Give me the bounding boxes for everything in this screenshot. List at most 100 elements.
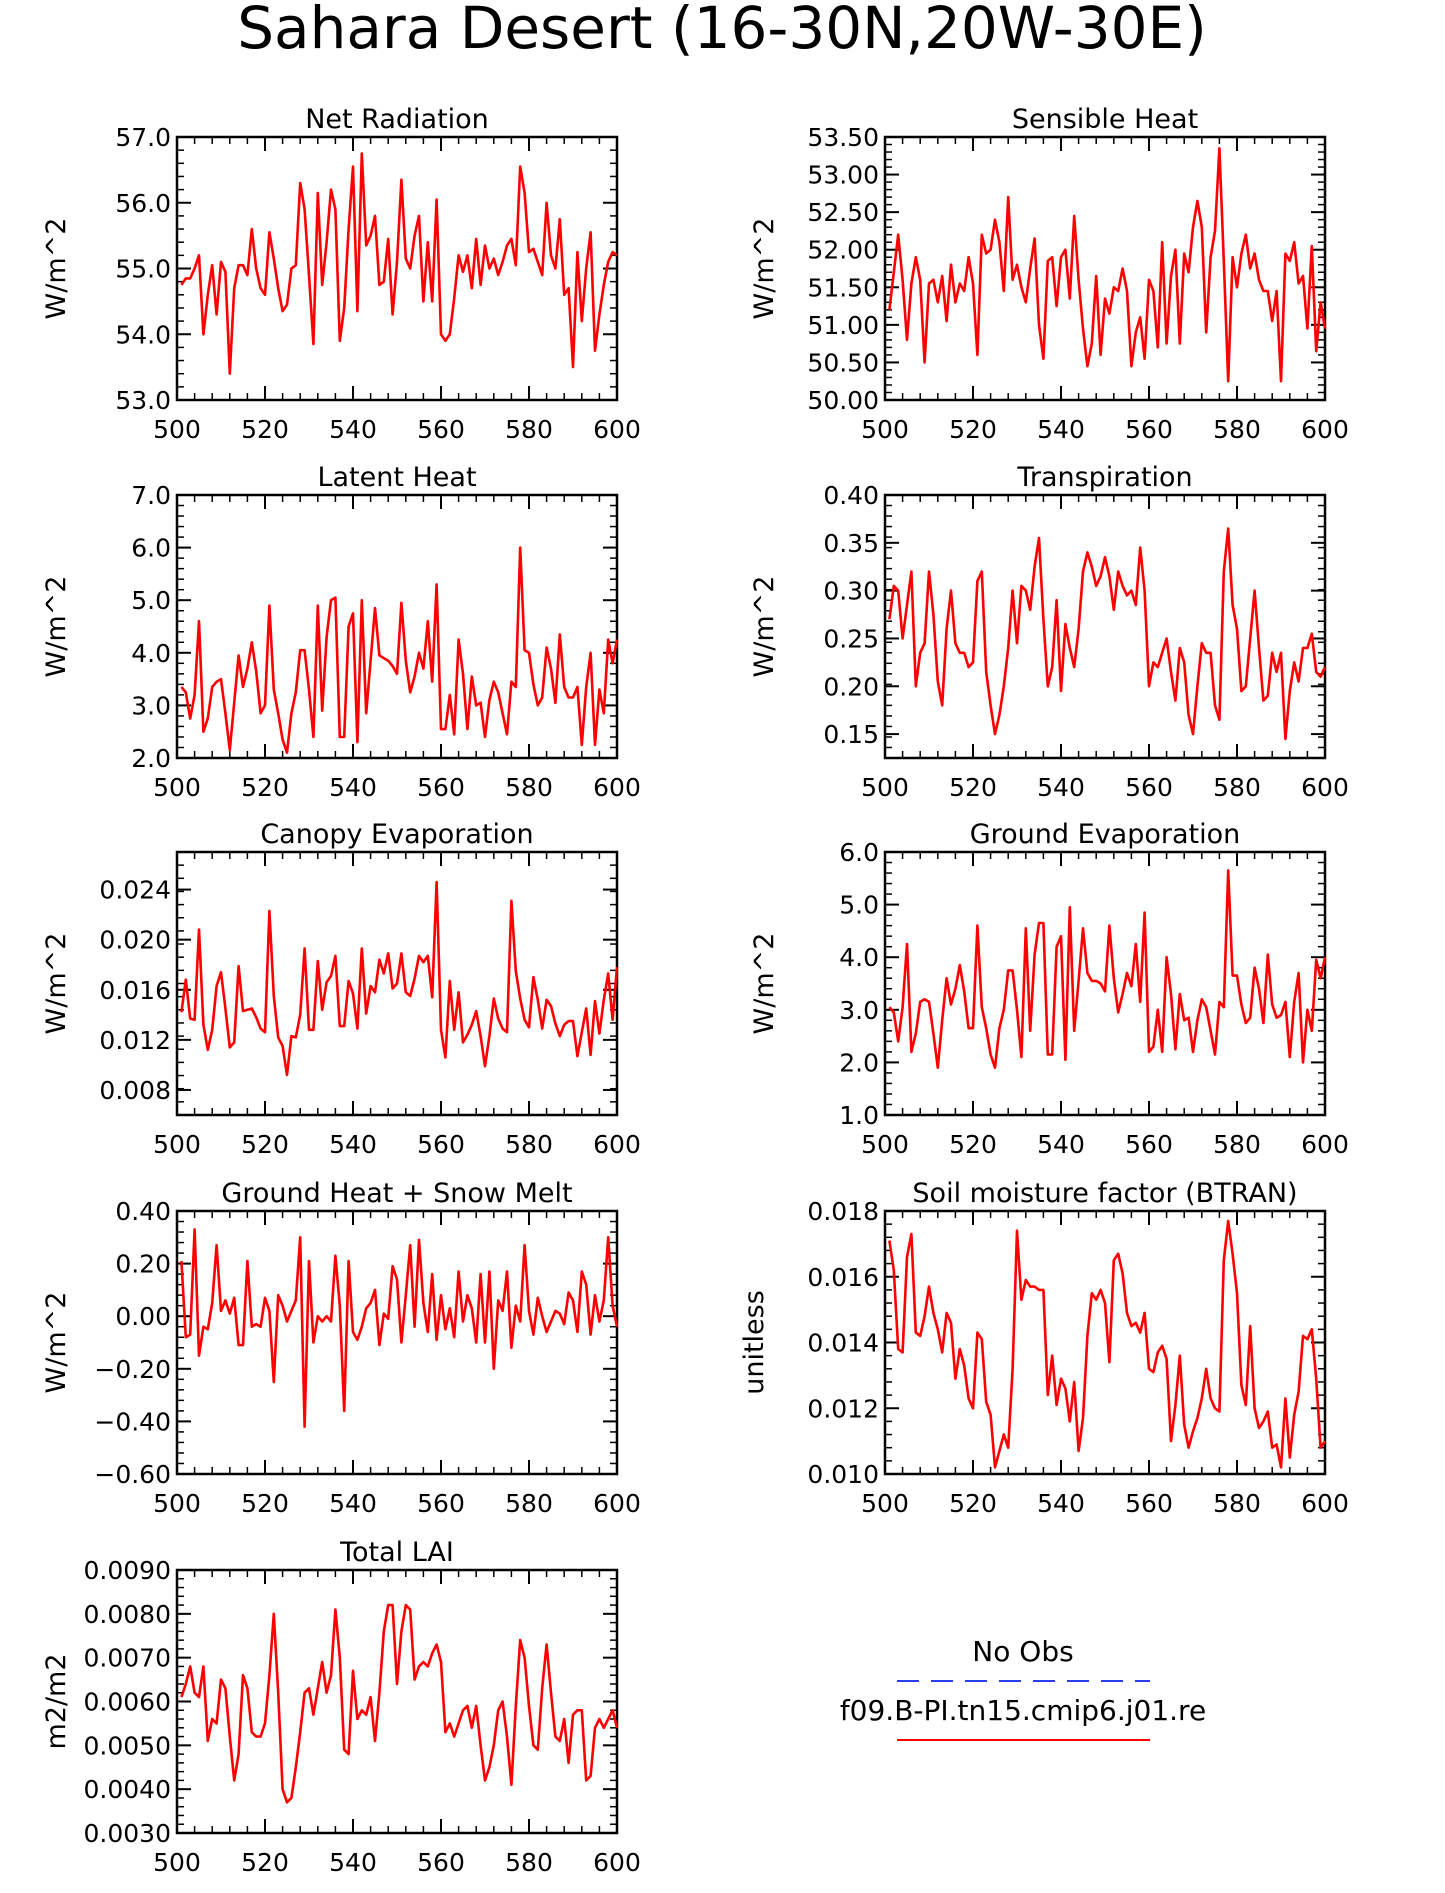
x-tick-label: 560	[1125, 773, 1173, 802]
panel-title: Canopy Evaporation	[260, 819, 533, 850]
panels: 53.0 54.0 55.0 56.0 57.0 500 520 540 560 580 600 Ne…	[41, 104, 1349, 1877]
legend-case-label: f09.B-PI.tn15.cmip6.j01.re	[840, 1694, 1206, 1727]
panel-title: Net Radiation	[305, 104, 489, 135]
legend: No Obs f09.B-PI.tn15.cmip6.j01.re	[840, 1635, 1206, 1741]
y-tick-label: 0.0070	[84, 1644, 171, 1673]
y-axis-label: W/m^2	[41, 576, 72, 678]
x-tick-label: 580	[1213, 1489, 1261, 1518]
x-tick-label: 580	[1213, 1130, 1261, 1159]
panel-total-lai: 0.0030 0.0040 0.0050 0.0060 0.0070 0.0080 0.00…	[41, 1537, 641, 1877]
y-tick-label: 0.016	[99, 976, 171, 1005]
x-tick-label: 600	[593, 1130, 641, 1159]
y-tick-label: 4.0	[131, 639, 171, 668]
y-tick-label: 0.016	[807, 1263, 879, 1292]
panel-net-radiation: 53.0 54.0 55.0 56.0 57.0 500 520 540 560 580 600 Ne…	[41, 104, 641, 444]
y-tick-label: 0.30	[823, 577, 879, 606]
panel-title: Total LAI	[339, 1537, 454, 1568]
series-line	[180, 1228, 619, 1428]
x-tick-label: 500	[861, 1489, 909, 1518]
x-tick-label: 540	[329, 1489, 377, 1518]
y-tick-label: −0.60	[94, 1460, 171, 1489]
y-tick-label: 52.50	[807, 198, 879, 227]
y-tick-label: 53.50	[807, 123, 879, 152]
y-tick-label: −0.20	[94, 1355, 171, 1384]
x-tick-label: 520	[241, 1489, 289, 1518]
x-tick-label: 600	[1301, 415, 1349, 444]
x-tick-label: 520	[241, 1848, 289, 1877]
y-axis-label: W/m^2	[749, 933, 780, 1035]
x-tick-label: 500	[861, 773, 909, 802]
panel-title: Ground Evaporation	[970, 819, 1241, 850]
x-tick-label: 500	[153, 1130, 201, 1159]
y-tick-label: 0.15	[823, 720, 879, 749]
y-tick-label: 0.0040	[84, 1775, 171, 1804]
y-tick-label: 0.024	[99, 876, 171, 905]
x-tick-label: 540	[329, 415, 377, 444]
y-axis-label: W/m^2	[749, 576, 780, 678]
x-tick-label: 580	[505, 1130, 553, 1159]
y-tick-label: 2.0	[131, 744, 171, 773]
y-tick-label: 0.008	[99, 1076, 171, 1105]
y-tick-label: 0.20	[823, 672, 879, 701]
x-tick-label: 600	[1301, 1489, 1349, 1518]
y-tick-label: 0.010	[807, 1460, 879, 1489]
x-tick-label: 520	[949, 1489, 997, 1518]
y-tick-label: −0.40	[94, 1407, 171, 1436]
y-tick-label: 6.0	[839, 838, 879, 867]
x-tick-label: 560	[417, 1489, 465, 1518]
x-tick-label: 560	[1125, 1489, 1173, 1518]
series-line	[888, 527, 1327, 741]
y-tick-label: 0.0050	[84, 1731, 171, 1760]
y-tick-label: 0.40	[115, 1197, 171, 1226]
x-tick-label: 520	[241, 1130, 289, 1159]
x-tick-label: 580	[1213, 415, 1261, 444]
panel-title: Latent Heat	[317, 462, 476, 493]
y-tick-label: 4.0	[839, 943, 879, 972]
x-tick-label: 560	[1125, 1130, 1173, 1159]
plot-frame	[175, 1568, 619, 1835]
x-tick-label: 600	[1301, 773, 1349, 802]
y-tick-label: 2.0	[839, 1048, 879, 1077]
y-tick-label: 0.25	[823, 624, 879, 653]
plot-frame	[883, 1209, 1327, 1476]
panel-latent-heat: 2.0 3.0 4.0 5.0 6.0 7.0 500 520 540 560 580 600 Late…	[41, 462, 641, 802]
y-tick-label: 5.0	[131, 586, 171, 615]
y-tick-label: 0.012	[99, 1026, 171, 1055]
y-tick-label: 56.0	[115, 189, 171, 218]
y-tick-label: 1.0	[839, 1101, 879, 1130]
panel-canopy-evaporation: 0.008 0.012 0.016 0.020 0.024 500 520 540 560 580…	[41, 819, 641, 1159]
x-tick-label: 560	[417, 1848, 465, 1877]
x-tick-label: 540	[1037, 415, 1085, 444]
y-tick-label: 0.012	[807, 1394, 879, 1423]
plot-frame	[883, 493, 1327, 760]
panel-ground-heat-snow-melt: −0.60 −0.40 −0.20 0.00 0.20 0.40 500 520 540 560 5…	[41, 1178, 641, 1518]
y-tick-label: 7.0	[131, 481, 171, 510]
series-line	[180, 152, 618, 376]
x-tick-label: 500	[153, 1848, 201, 1877]
series-line	[180, 880, 619, 1077]
y-axis-label: W/m^2	[749, 218, 780, 320]
x-tick-label: 540	[329, 1848, 377, 1877]
x-tick-label: 540	[329, 773, 377, 802]
x-tick-label: 500	[861, 1130, 909, 1159]
y-tick-label: 3.0	[839, 996, 879, 1025]
y-tick-label: 0.018	[807, 1197, 879, 1226]
panel-title: Sensible Heat	[1012, 104, 1198, 135]
x-tick-label: 580	[505, 773, 553, 802]
x-tick-label: 580	[505, 1848, 553, 1877]
plot-frame	[175, 135, 619, 402]
y-tick-label: 50.00	[807, 386, 879, 415]
y-axis-label: W/m^2	[41, 933, 72, 1035]
series-line	[888, 147, 1327, 383]
y-tick-label: 0.020	[99, 926, 171, 955]
x-tick-label: 560	[417, 773, 465, 802]
figure-title: Sahara Desert (16-30N,20W-30E)	[237, 0, 1207, 62]
y-tick-label: 54.0	[115, 320, 171, 349]
y-tick-label: 52.00	[807, 236, 879, 265]
plot-frame	[883, 135, 1327, 402]
x-tick-label: 600	[593, 1489, 641, 1518]
x-tick-label: 540	[1037, 1130, 1085, 1159]
plot-frame	[883, 850, 1327, 1117]
y-tick-label: 6.0	[131, 534, 171, 563]
panel-sensible-heat: 50.00 50.50 51.00 51.50 52.00 52.50 53.00 53.50…	[749, 104, 1349, 444]
